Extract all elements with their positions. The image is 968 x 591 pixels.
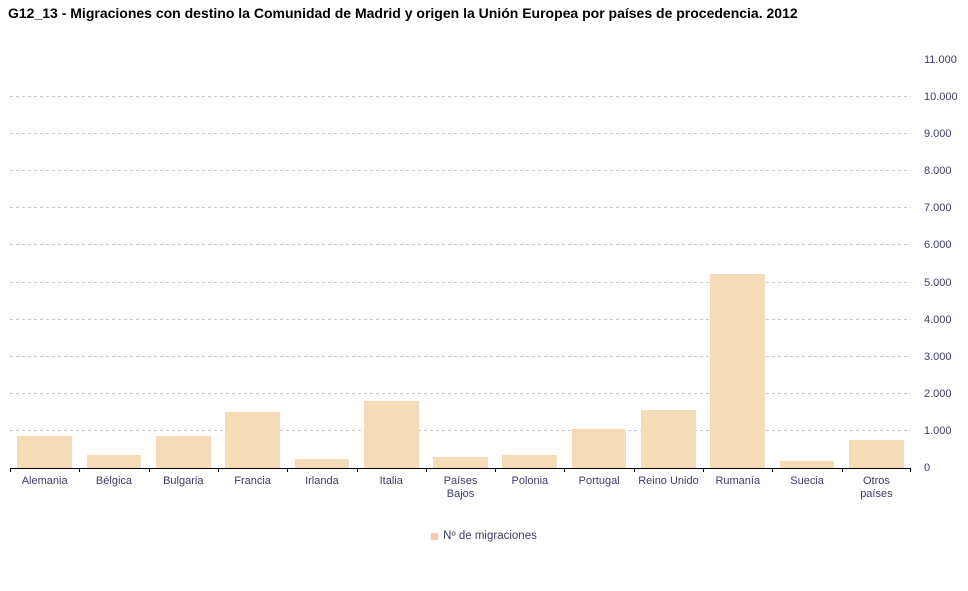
bar-irlanda [294, 459, 350, 468]
x-tick-label: Suecia [790, 475, 824, 487]
x-axis-tick [10, 468, 11, 472]
bar-portugal [571, 428, 627, 468]
y-tick-label: 9.000 [924, 128, 952, 141]
x-tick-label: Reino Unido [638, 475, 699, 487]
x-tick-label: Polonia [511, 475, 549, 487]
gridline [10, 96, 911, 98]
y-tick-label: 1.000 [924, 424, 952, 437]
y-tick-label: 6.000 [924, 239, 952, 252]
x-tick-label: Irlanda [305, 475, 339, 487]
x-axis-tick [218, 468, 219, 472]
x-tick-label: Portugal [578, 475, 620, 487]
x-axis-labels: Alemania Bélgica Bulgaria Francia Irlanda Ita… [10, 475, 911, 501]
gridline [10, 429, 911, 431]
bar-bélgica [86, 455, 142, 468]
y-tick-label: 0 [924, 462, 931, 474]
y-tick-label: 11.000 [924, 54, 957, 66]
x-tick-label: Países Bajos [443, 475, 478, 500]
y-tick-label: 7.000 [924, 202, 952, 215]
gridline [10, 281, 911, 283]
x-axis-tick [426, 468, 427, 472]
x-axis-tick [287, 468, 288, 472]
chart-title: G12_13 - Migraciones con destino la Comu… [8, 5, 798, 21]
x-tick-label: Bulgaria [163, 475, 204, 487]
x-axis-tick [703, 468, 704, 472]
x-axis-tick [564, 468, 565, 472]
bar-países-bajos [433, 457, 488, 468]
bar-alemania [17, 435, 73, 468]
gridline [10, 355, 911, 357]
gridline [10, 170, 911, 172]
y-tick-label: 2.000 [924, 387, 952, 400]
gridline [10, 392, 911, 394]
y-tick-label: 5.000 [924, 276, 952, 289]
x-axis-tick [149, 468, 150, 472]
bar-otros-países [848, 440, 904, 468]
x-axis-tick [910, 468, 911, 472]
gridline [10, 244, 911, 246]
gridline [10, 133, 911, 135]
x-tick-label: Bélgica [95, 475, 132, 487]
gridline [10, 207, 911, 209]
x-tick-label: Francia [234, 475, 271, 487]
legend-swatch-icon [431, 532, 439, 540]
bar-italia [363, 401, 419, 468]
bar-polonia [502, 455, 558, 468]
x-tick-label: Alemania [21, 475, 68, 487]
x-axis-tick [495, 468, 496, 472]
bar-francia [225, 412, 280, 468]
bar-bulgaria [155, 436, 211, 468]
x-axis-tick [842, 468, 843, 472]
x-tick-label: Rumanía [715, 475, 761, 487]
y-tick-label: 10.000 [924, 91, 958, 104]
x-tick-label: Italia [379, 475, 403, 487]
bar-suecia [779, 460, 835, 468]
gridline [10, 318, 911, 320]
x-axis-tick [634, 468, 635, 472]
legend-label: Nº de migraciones [443, 530, 537, 542]
x-axis-tick [79, 468, 80, 472]
x-tick-label: Otros países [860, 475, 893, 500]
x-axis-tick [357, 468, 358, 472]
y-tick-label: 3.000 [924, 350, 952, 363]
y-tick-label: 8.000 [924, 165, 952, 178]
bar-rumanía [710, 274, 766, 468]
x-axis-tick [772, 468, 773, 472]
legend: Nº de migraciones [0, 530, 968, 542]
y-tick-label: 4.000 [924, 313, 952, 326]
bar-reino-unido [641, 410, 696, 468]
plot-area [10, 60, 911, 472]
